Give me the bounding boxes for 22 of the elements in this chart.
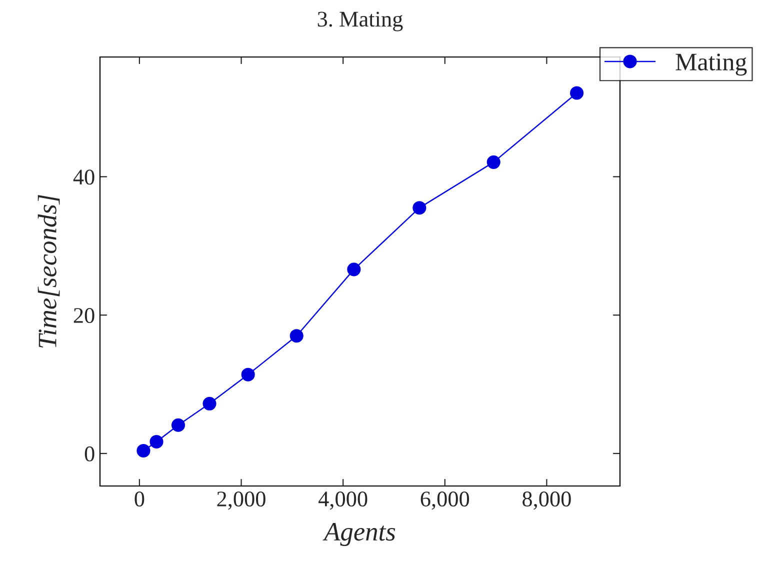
x-tick-label: 4,000: [318, 492, 368, 510]
point: [290, 329, 304, 343]
x-tick-label: 6,000: [420, 492, 470, 510]
point: [412, 201, 426, 215]
point: [202, 396, 216, 410]
y-axis-title: Time[seconds]: [38, 194, 60, 348]
point: [171, 418, 186, 432]
point: [136, 444, 150, 458]
chart-title: 3. Mating: [318, 12, 403, 32]
point: [486, 155, 500, 169]
point: [347, 262, 361, 276]
point: [570, 86, 584, 100]
y-tick-label: 0: [84, 446, 94, 462]
y-tick-label: 40: [73, 170, 94, 185]
point: [241, 368, 255, 382]
point: [150, 434, 164, 448]
x-tick-label: 8,000: [522, 492, 571, 510]
x-tick-label: 0: [134, 492, 144, 506]
x-tick-label: 2,000: [217, 492, 266, 510]
legend-label: Mating: [676, 54, 747, 76]
y-tick-label: 20: [74, 308, 94, 324]
x-axis-title: Agents: [322, 523, 396, 546]
